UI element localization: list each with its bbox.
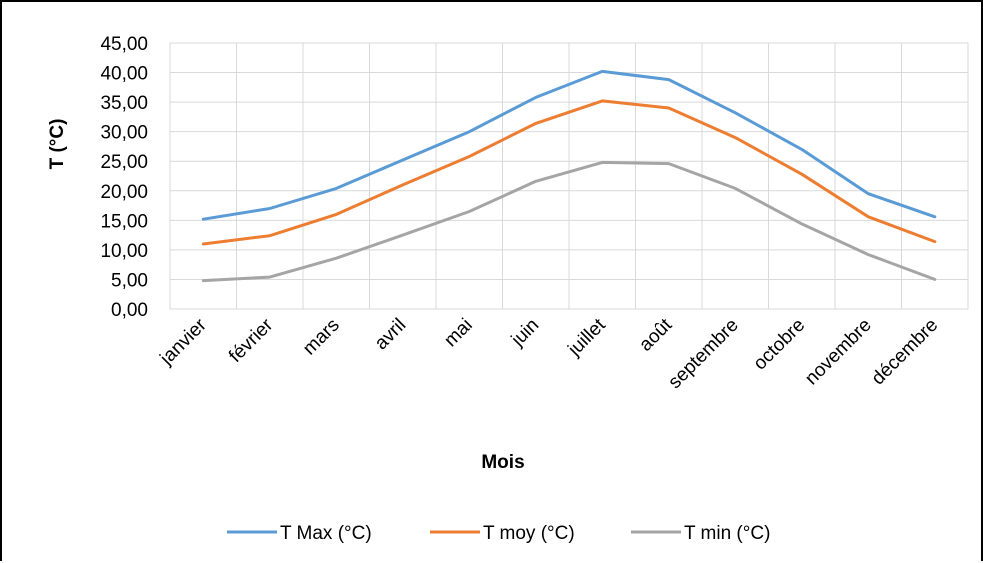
x-tick-label: mars [299,315,344,360]
x-tick-label: décembre [868,315,943,390]
y-tick-label: 5,00 [111,270,148,291]
legend-label: T min (°C) [684,523,770,544]
x-axis-tick-labels: janvier février mars avril mai juin juillet aoû… [156,314,943,393]
gridlines [169,42,969,310]
y-tick-label: 25,00 [100,152,148,173]
x-tick-label: janvier [156,314,212,370]
y-axis-tick-labels: 0,00 5,00 10,00 15,00 20,00 25,00 30,00 35,00 40… [100,34,148,321]
series-line [201,69,937,221]
series-line [201,160,937,283]
y-tick-label: 30,00 [100,123,148,144]
y-axis-title: T (°C) [47,119,68,170]
x-axis-title: Mois [481,452,524,473]
y-tick-label: 40,00 [100,64,148,85]
x-tick-label: août [635,314,677,356]
x-tick-label: février [225,314,278,367]
x-tick-label: septembre [664,315,742,393]
legend-label: T Max (°C) [280,523,372,544]
x-tick-label: juillet [564,314,611,361]
y-tick-label: 35,00 [100,93,148,114]
x-tick-label: mai [440,315,477,352]
y-tick-label: 15,00 [100,211,148,232]
y-tick-label: 0,00 [111,300,148,321]
legend: T Max (°C) T moy (°C) T min (°C) [227,523,770,544]
y-tick-label: 45,00 [100,34,148,55]
x-tick-label: juin [507,315,543,351]
x-tick-label: octobre [750,315,810,375]
series-line [201,99,937,246]
legend-label: T moy (°C) [483,523,575,544]
series-lines [201,69,937,283]
x-tick-label: avril [371,315,410,354]
x-tick-label: novembre [801,315,876,390]
y-tick-label: 10,00 [100,241,148,262]
y-tick-label: 20,00 [100,182,148,203]
